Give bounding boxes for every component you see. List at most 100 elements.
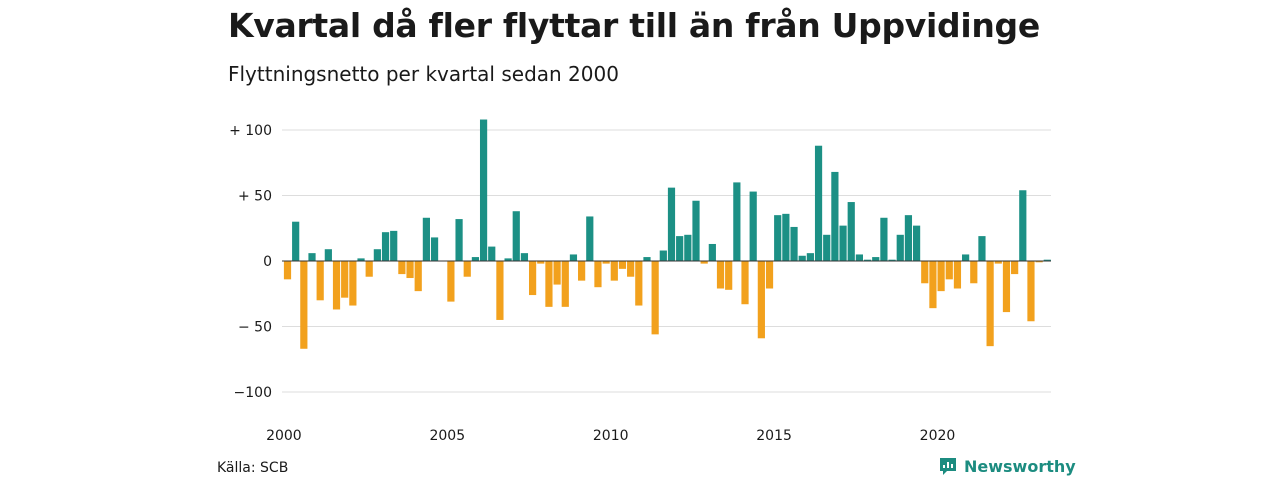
bar-2020-Q2 [945,261,953,280]
y-tick-label: 0 [263,254,272,270]
x-tick-label: 2000 [266,428,302,444]
bar-2011-Q2 [651,261,659,335]
bar-2009-Q2 [586,216,594,261]
bar-2017-Q4 [863,259,872,261]
bar-2001-Q1 [316,261,324,301]
bar-2004-Q2 [422,217,430,261]
bar-2002-Q1 [349,261,357,306]
bar-2009-Q4 [602,261,610,264]
bar-2016-Q3 [823,234,831,261]
bar-2008-Q3 [561,261,569,307]
bar-2006-Q2 [488,246,496,261]
bar-2015-Q2 [782,213,790,261]
y-tick-label: − 50 [238,320,272,336]
y-tick-label: + 50 [238,189,272,205]
bar-2018-Q3 [888,259,896,261]
bar-2007-Q3 [529,261,537,296]
bar-2022-Q4 [1027,261,1035,322]
bar-2003-Q3 [398,261,406,275]
bar-2021-Q3 [986,261,994,347]
chart-subtitle: Flyttningsnetto per kvartal sedan 2000 [228,62,619,86]
bar-2022-Q2 [1011,261,1019,275]
bar-2010-Q3 [627,261,635,277]
bar-2000-Q2 [292,221,300,261]
bar-2010-Q1 [610,261,618,281]
bar-2019-Q1 [904,215,913,261]
bar-2020-Q1 [937,261,945,292]
bar-2019-Q2 [912,225,921,261]
bar-2012-Q2 [684,234,692,261]
bar-2013-Q1 [708,243,716,261]
bar-2015-Q4 [798,255,806,261]
bar-2005-Q3 [463,261,471,277]
bar-2011-Q4 [667,187,676,261]
bar-2017-Q1 [839,225,847,261]
bar-2012-Q3 [692,200,700,261]
bar-2019-Q3 [921,261,929,284]
newsworthy-logo-icon [940,458,956,475]
y-axis-labels: + 100 + 50 0 − 50 −100 [229,123,272,401]
source-note: Källa: SCB [217,460,289,476]
x-axis-labels: 2000 2005 2010 2015 2020 [266,428,955,444]
bar-2002-Q3 [365,261,373,277]
bar-2001-Q3 [332,261,341,310]
bar-2013-Q3 [725,261,733,290]
brand-logo: Newsworthy [938,456,1076,476]
brand-name: Newsworthy [964,456,1076,476]
x-tick-label: 2015 [756,428,792,444]
bar-2005-Q4 [471,257,480,261]
bar-2021-Q1 [970,261,978,284]
bars [283,119,1051,349]
bar-2019-Q4 [929,261,937,309]
bar-2005-Q1 [447,261,455,302]
bar-2000-Q3 [300,261,308,349]
bar-2020-Q3 [953,261,962,289]
bar-2016-Q4 [831,171,839,261]
bar-2001-Q2 [324,249,332,261]
x-tick-label: 2005 [429,428,465,444]
bar-2000-Q1 [283,261,292,280]
bar-2006-Q1 [479,119,488,262]
bar-2018-Q4 [896,234,904,261]
bar-2001-Q4 [341,261,349,298]
bar-2020-Q4 [962,254,970,261]
bar-2002-Q4 [373,249,381,261]
bar-2010-Q2 [618,261,627,269]
y-tick-label: −100 [234,385,272,401]
bar-2004-Q1 [414,261,422,292]
bar-2005-Q2 [455,219,463,261]
bar-2003-Q4 [406,261,414,279]
bar-2014-Q3 [757,261,765,339]
bar-2006-Q4 [504,258,512,261]
bar-2008-Q1 [545,261,553,307]
grid-lines [282,129,1051,393]
bar-2006-Q3 [496,261,504,320]
chart-title: Kvartal då fler flyttar till än från Upp… [228,6,1040,45]
bar-2007-Q4 [537,261,545,264]
bar-2014-Q4 [765,261,774,289]
bar-2023-Q2 [1043,259,1051,261]
bar-2017-Q2 [847,202,855,261]
y-tick-label: + 100 [229,123,272,139]
bar-2000-Q4 [308,253,316,261]
bar-2016-Q1 [806,253,814,261]
x-tick-label: 2020 [920,428,956,444]
bar-2009-Q3 [594,261,602,288]
bar-2003-Q2 [390,230,398,261]
bar-2021-Q2 [978,236,986,261]
bar-2008-Q4 [569,254,578,261]
bar-2014-Q2 [749,191,757,261]
bar-2010-Q4 [635,261,643,306]
bar-2018-Q1 [872,257,880,261]
bar-2015-Q3 [790,226,798,261]
bar-2003-Q1 [381,232,390,261]
bar-2023-Q1 [1035,261,1043,263]
bar-2007-Q2 [520,253,529,261]
bar-2013-Q2 [716,261,725,289]
bar-2013-Q4 [733,182,741,261]
bar-2012-Q4 [700,261,708,264]
bar-2016-Q2 [814,145,823,261]
bar-2012-Q1 [676,236,684,261]
bar-2014-Q1 [741,261,749,305]
